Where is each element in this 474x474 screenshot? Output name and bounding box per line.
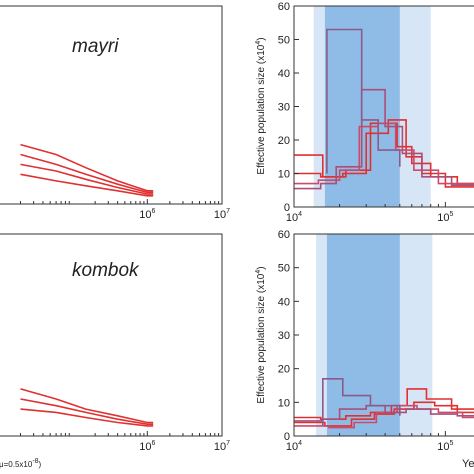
series-group [20, 143, 154, 197]
series-group [294, 28, 474, 190]
highlight-band-1 [326, 234, 400, 436]
x-tick-label-1: 107 [214, 440, 230, 453]
highlight-bands [316, 234, 433, 436]
plot-frame [0, 233, 223, 437]
y-tick-label-6: 60 [278, 1, 290, 13]
series-line-4 [321, 377, 401, 426]
panel-right-top: 0 10 20 30 40 50 60 104 105 Effective populatio… [255, 1, 474, 224]
series-line-3 [294, 88, 474, 190]
y-tick-label-0: 0 [284, 202, 290, 214]
plot-frame [0, 5, 223, 205]
series-group [294, 377, 474, 429]
y-tick-label-1: 10 [278, 397, 290, 409]
series-line-3 [20, 173, 154, 197]
panel-right-bottom: 0 10 20 30 40 50 60 104 105 Effective populatio… [255, 229, 474, 470]
y-ticks: 0 10 20 30 40 50 60 [278, 1, 299, 214]
panel-left-top: mayri 106 107 [0, 5, 230, 221]
x-axis-label: Yea [462, 458, 474, 470]
y-tick-label-5: 50 [278, 35, 290, 47]
y-tick-label-3: 30 [278, 330, 290, 342]
x-ticks: 106 107 [19, 199, 230, 221]
mu-label: μ=0.5x10-8) [0, 458, 42, 469]
y-axis-label: Effective population size (x104) [255, 37, 267, 174]
series-line-2 [20, 163, 154, 195]
series-line-1 [20, 153, 154, 194]
x-tick-label-1: 105 [437, 211, 453, 224]
x-tick-label-1: 107 [214, 208, 230, 221]
x-tick-label-0: 104 [286, 440, 302, 453]
x-ticks: 106 107 [19, 431, 230, 453]
y-tick-label-2: 20 [278, 364, 290, 376]
y-tick-label-0: 0 [284, 431, 290, 443]
y-tick-label-2: 20 [278, 135, 290, 147]
series-line-4 [326, 28, 401, 174]
panel-left-bottom: kombok 106 107 μ=0.5x10-8) [0, 233, 230, 469]
x-tick-label-0: 106 [139, 208, 155, 221]
series-line-2 [294, 404, 474, 429]
y-tick-label-1: 10 [278, 169, 290, 181]
x-tick-label-0: 106 [139, 440, 155, 453]
series-group [20, 388, 154, 427]
x-ticks: 104 105 [286, 202, 454, 224]
y-ticks: 0 10 20 30 40 50 60 [278, 229, 299, 443]
y-tick-label-5: 50 [278, 263, 290, 275]
y-tick-label-6: 60 [278, 229, 290, 241]
x-ticks: 104 105 [286, 431, 454, 453]
series-line-3 [294, 404, 474, 422]
x-tick-label-1: 105 [437, 440, 453, 453]
series-line-1 [20, 398, 154, 426]
y-tick-label-4: 40 [278, 68, 290, 80]
y-tick-label-4: 40 [278, 296, 290, 308]
y-tick-label-3: 30 [278, 102, 290, 114]
series-line-0 [20, 143, 154, 192]
series-line-0 [20, 388, 154, 424]
x-tick-label-0: 104 [286, 211, 302, 224]
species-label: mayri [72, 36, 119, 57]
y-axis-label: Effective population size (x104) [255, 266, 267, 403]
series-line-2 [20, 408, 154, 427]
species-label: kombok [72, 260, 140, 281]
